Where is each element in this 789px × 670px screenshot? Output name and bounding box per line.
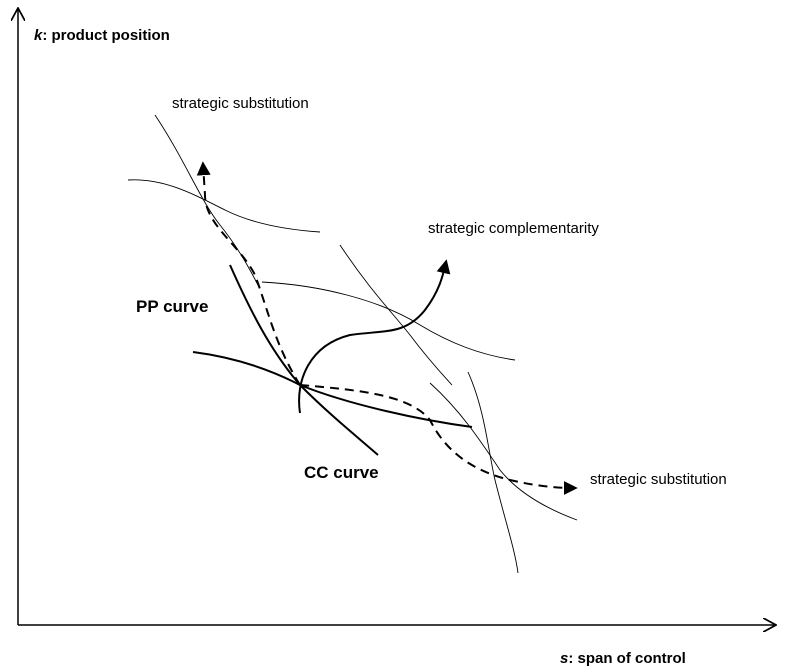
dashed-path	[196, 161, 301, 386]
y-axis-label: k: product position	[34, 27, 170, 44]
label: strategic complementarity	[428, 220, 599, 237]
pp-curve	[229, 264, 379, 456]
iso-curve	[429, 382, 578, 521]
iso-curve	[339, 244, 453, 386]
complementarity-path	[298, 259, 451, 414]
x-axis-label: s: span of control	[560, 650, 686, 667]
curve-label: PP curve	[136, 297, 208, 316]
label: strategic substitution	[172, 95, 309, 112]
iso-curve	[261, 281, 516, 361]
iso-curve	[467, 371, 519, 574]
curve-label: CC curve	[304, 463, 379, 482]
iso-curve	[154, 114, 259, 286]
dashed-path	[299, 384, 578, 495]
label: strategic substitution	[590, 471, 727, 488]
cc-curve	[192, 351, 473, 428]
iso-curve	[127, 179, 321, 233]
